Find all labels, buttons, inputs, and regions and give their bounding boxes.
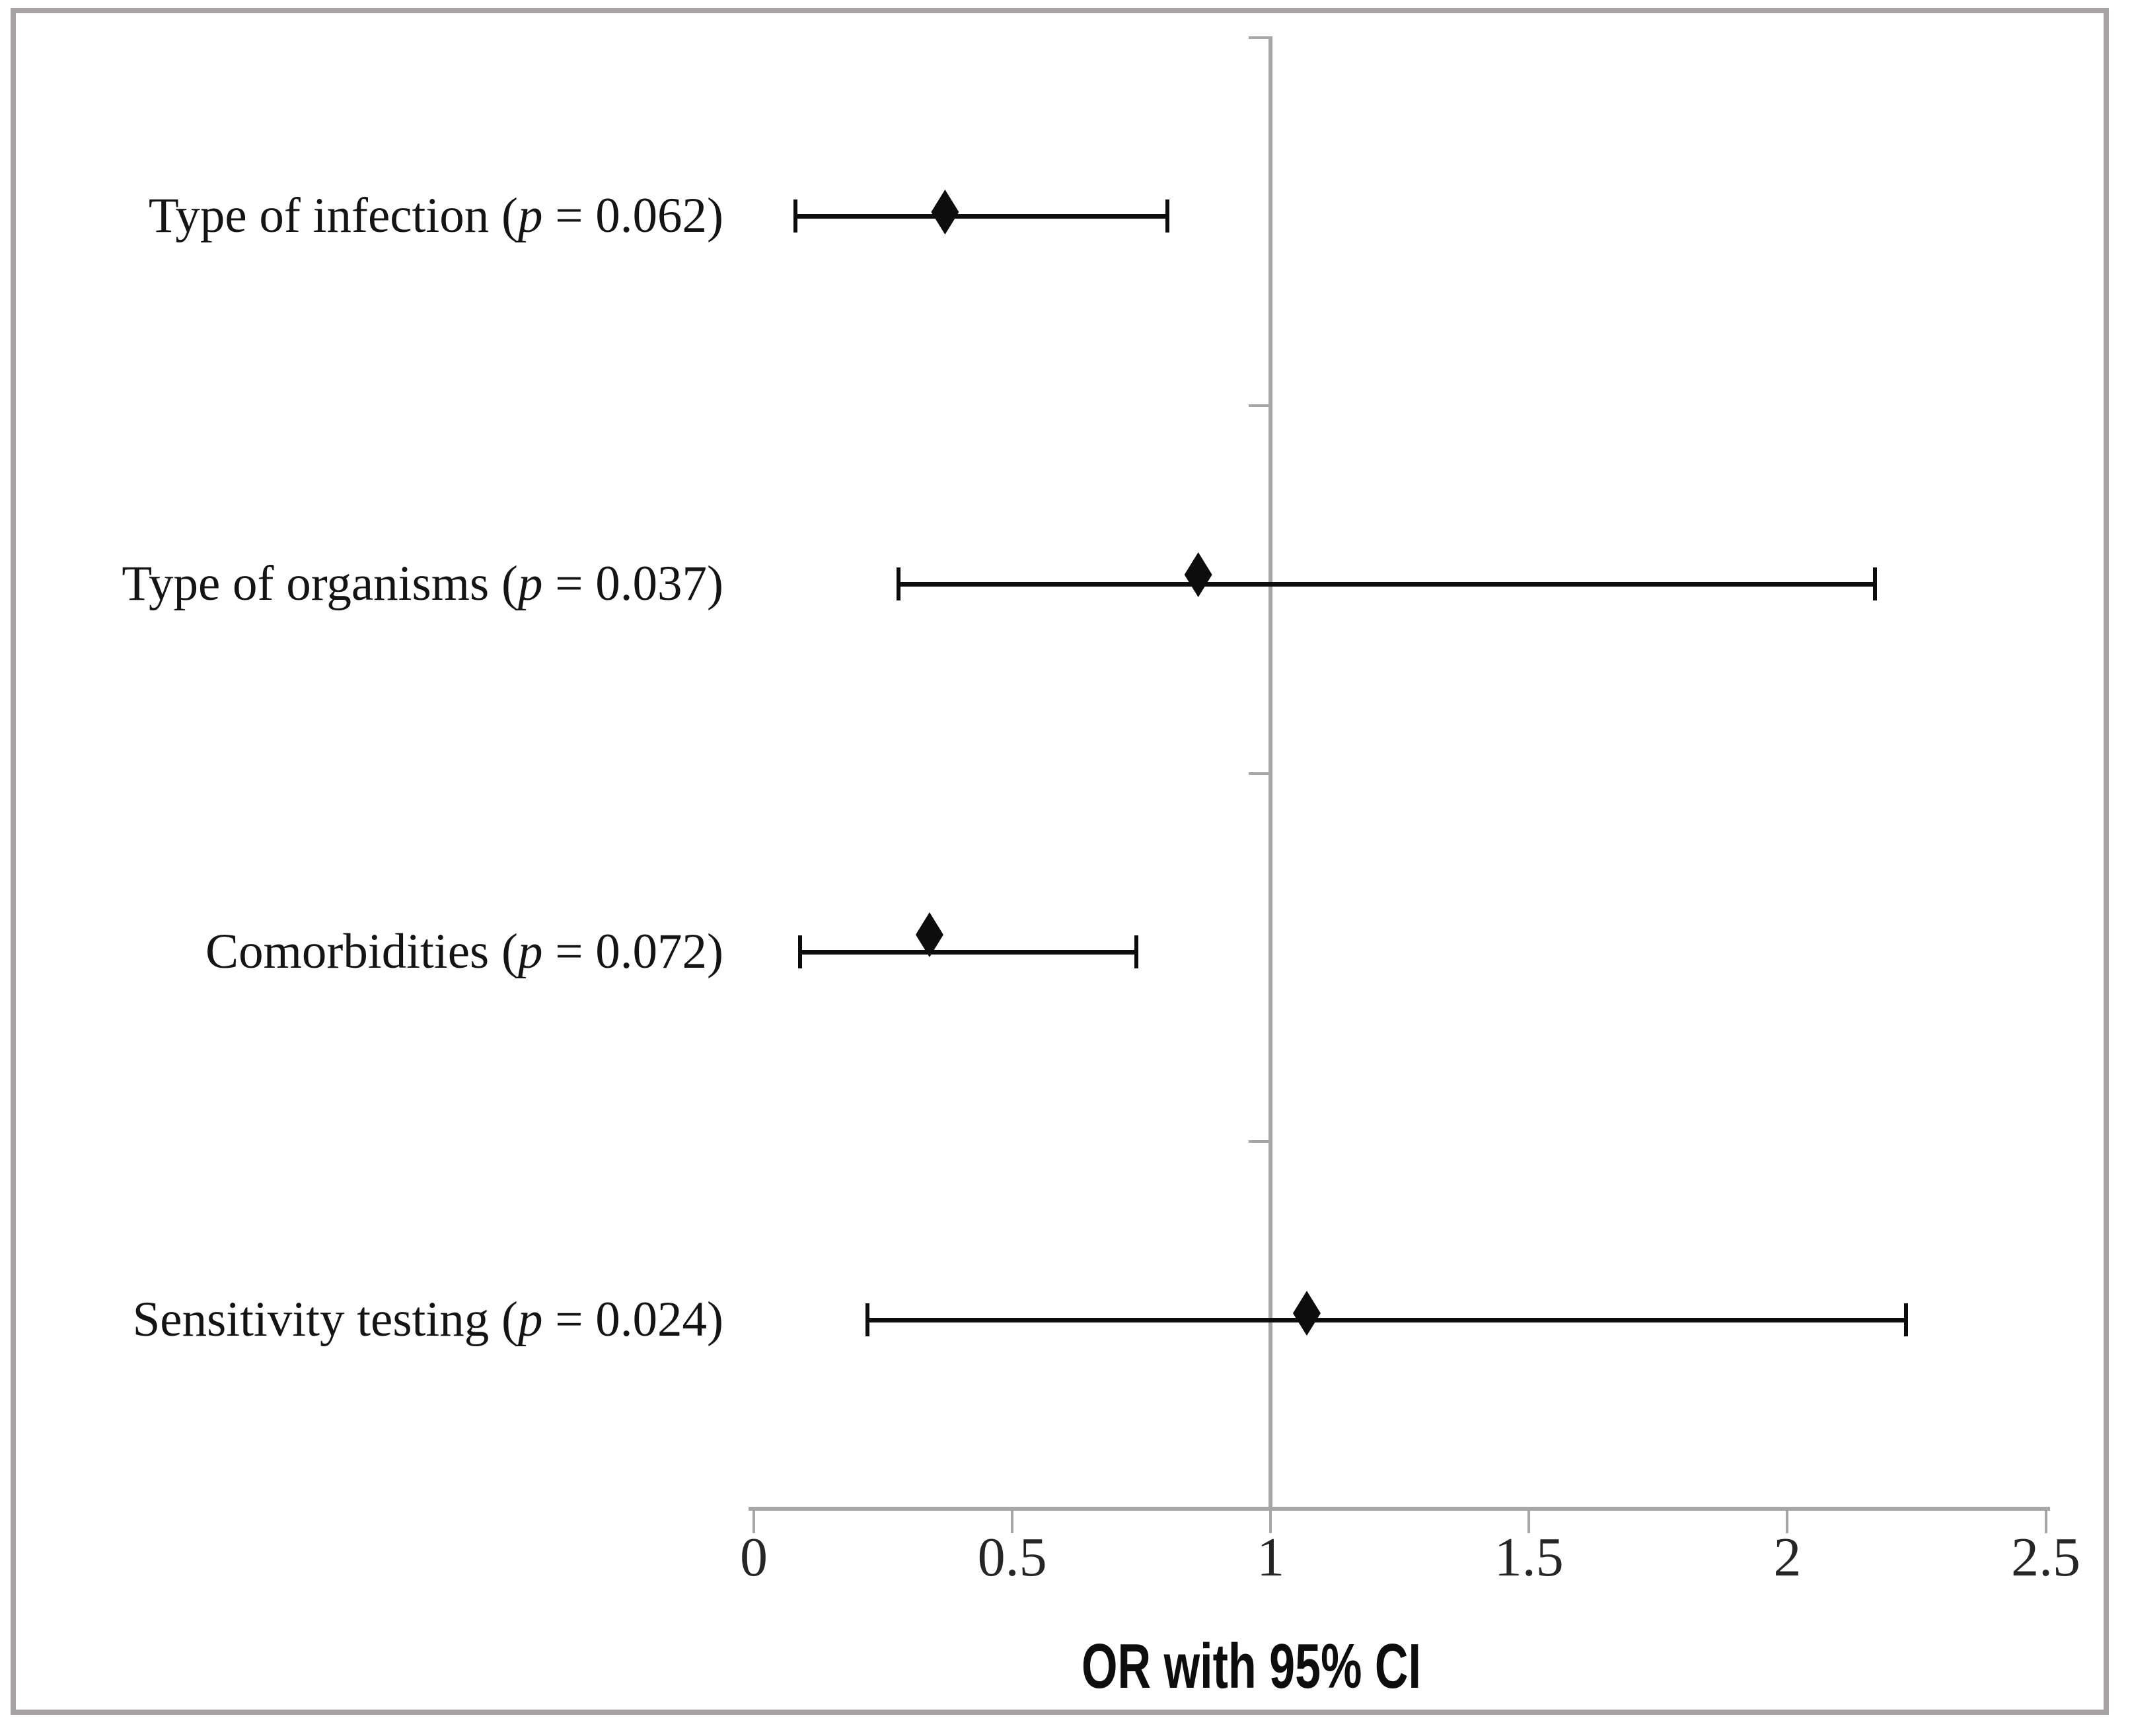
x-axis-tick-label: 0.5 [977,1527,1047,1588]
x-axis-tick [753,1511,755,1533]
ci-cap-upper [1904,1303,1909,1336]
ci-line [867,1318,1907,1322]
x-axis-tick [1527,1511,1531,1533]
x-axis-tick [1011,1511,1014,1533]
x-axis-tick-label: 0 [740,1527,768,1588]
ci-line [795,214,1167,219]
p-value: 0.037 [595,556,708,611]
p-symbol: p [517,1292,543,1347]
x-axis-tick-label: 1 [1257,1527,1285,1588]
ci-cap-lower [897,567,901,600]
p-value: 0.024 [595,1292,708,1347]
ci-cap-upper [1873,567,1878,600]
category-label: Sensitivity testing (p = 0.024) [132,1292,723,1347]
ci-cap-lower [793,199,797,233]
ci-line [899,582,1876,587]
x-axis-tick [1269,1511,1272,1533]
x-axis-tick [2044,1511,2047,1533]
x-axis-title: OR with 95% CI [1081,1631,1421,1702]
ci-cap-upper [1134,935,1138,968]
category-label: Type of organisms (p = 0.037) [122,556,723,611]
p-symbol: p [517,924,543,979]
reference-line-tick [1249,404,1272,407]
ci-line [800,950,1136,955]
category-label-text: Type of organisms [122,556,490,611]
category-label-text: Sensitivity testing [132,1292,490,1347]
category-label: Type of infection (p = 0.062) [148,188,723,243]
category-label-text: Type of infection [148,188,490,243]
x-axis-tick [1786,1511,1789,1533]
ci-cap-upper [1165,199,1169,233]
p-symbol: p [517,556,543,611]
x-axis-tick-label: 2.5 [2011,1527,2080,1588]
reference-line-tick [1249,1140,1272,1143]
x-axis-tick-label: 2 [1773,1527,1802,1588]
reference-line-tick [1249,772,1272,775]
ci-cap-lower [865,1303,870,1336]
category-label: Comorbidities (p = 0.072) [205,924,723,979]
category-label-text: Comorbidities [205,924,490,979]
x-axis-line [749,1507,2050,1511]
plot-frame [11,8,2109,1715]
reference-line-tick [1249,36,1272,39]
p-value: 0.072 [595,924,708,979]
x-axis-tick-label: 1.5 [1494,1527,1564,1588]
p-value: 0.062 [595,188,708,243]
p-symbol: p [517,188,543,243]
ci-cap-lower [798,935,803,968]
